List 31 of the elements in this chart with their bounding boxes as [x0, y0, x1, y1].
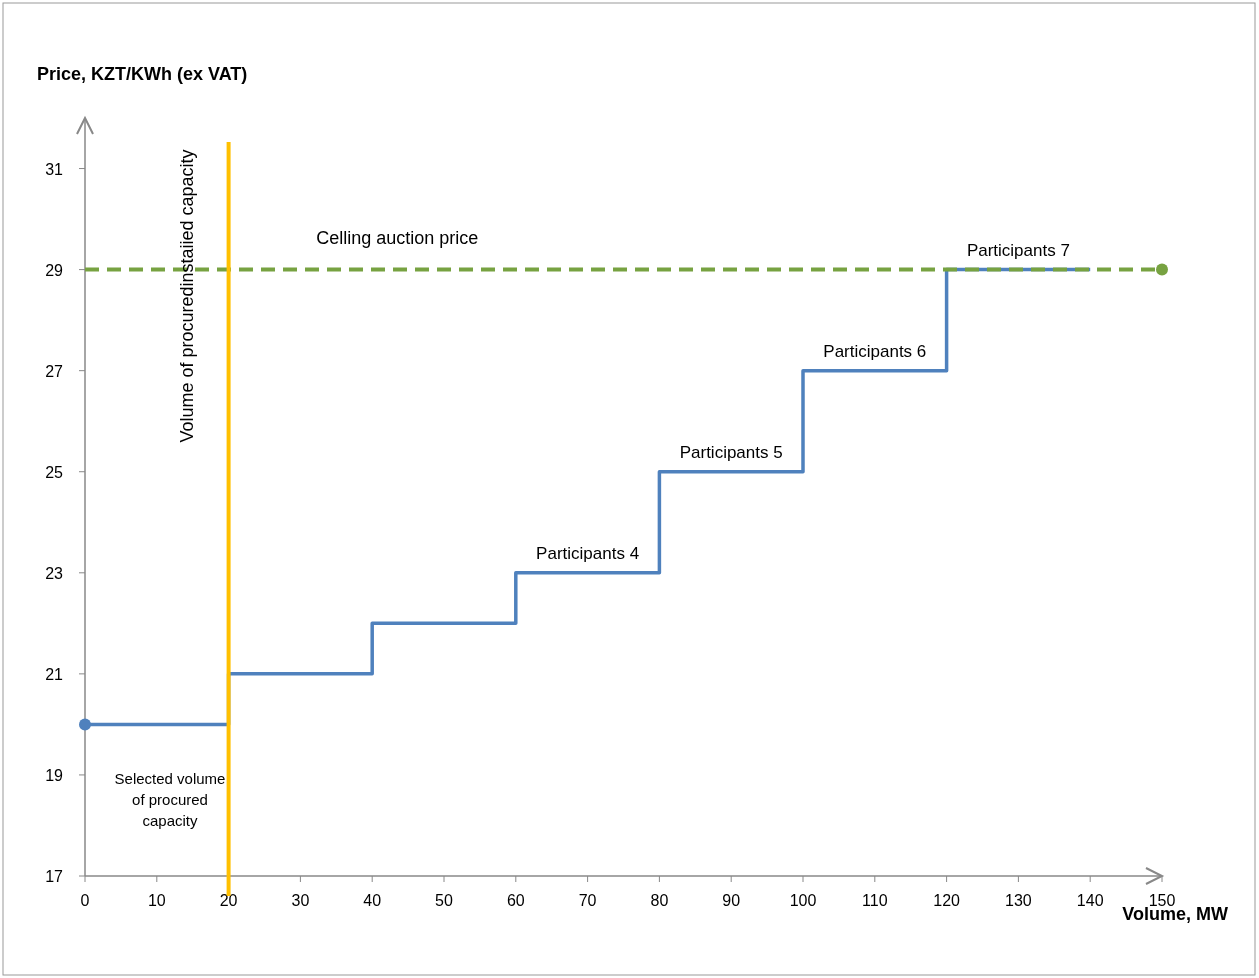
annotation: Participants 5: [679, 442, 783, 462]
x-tick-label: 50: [435, 892, 453, 909]
x-tick-label: 60: [506, 892, 525, 909]
x-tick-label: 40: [363, 892, 382, 909]
ref-line-label: Volume of procuredinstaiied capacity: [176, 149, 197, 443]
x-tick-label: 30: [291, 892, 310, 909]
x-tick-label: 90: [722, 892, 741, 909]
x-tick-label: 20: [219, 892, 238, 909]
y-tick-label: 23: [45, 564, 64, 582]
annotation: Participants 6: [823, 341, 927, 361]
x-tick-label: 100: [789, 892, 817, 909]
annotation: Participants 4: [536, 543, 640, 563]
x-tick-label: 120: [933, 892, 961, 909]
y-tick-label: 21: [45, 665, 64, 683]
y-tick-label: 27: [45, 362, 64, 380]
y-tick-label: 19: [45, 766, 64, 784]
x-tick-label: 10: [147, 892, 166, 909]
x-tick-label: 0: [80, 892, 90, 909]
x-tick-label: 80: [650, 892, 669, 909]
y-tick-label: 31: [45, 160, 64, 178]
x-tick-label: 110: [862, 892, 888, 909]
x-tick-label: 130: [1005, 892, 1032, 909]
x-tick-label: 140: [1076, 892, 1104, 909]
x-tick-label: 70: [578, 892, 597, 909]
y-tick-label: 29: [45, 261, 64, 279]
y-tick-label: 25: [45, 463, 64, 481]
annotation: Selected volume of procured capacity: [114, 770, 226, 829]
y-axis-title: Price, KZT/KWh (ex VAT): [37, 64, 248, 84]
ref-line-label: Celling auction price: [316, 227, 479, 248]
annotation: Participants 7: [966, 240, 1070, 260]
y-tick-label: 17: [45, 868, 64, 885]
